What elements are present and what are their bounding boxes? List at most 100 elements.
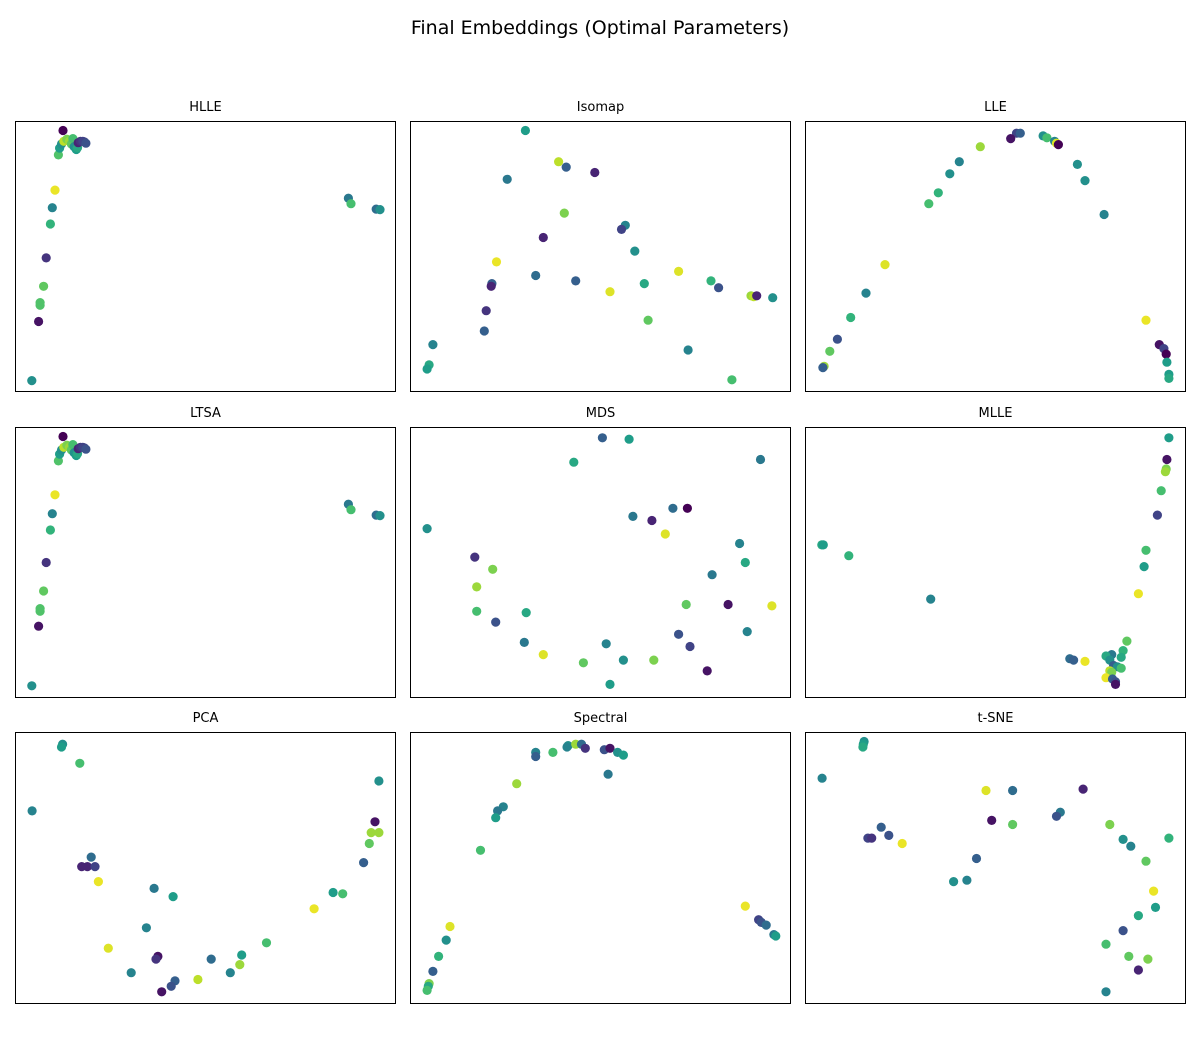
subplot-title: HLLE [189, 100, 222, 115]
scatter-point [761, 920, 771, 930]
scatter-point [1008, 819, 1018, 830]
scatter-point [707, 570, 717, 580]
scatter-point [206, 954, 216, 964]
scatter-point [58, 431, 68, 442]
scatter-point [752, 291, 762, 301]
scatter-point [309, 904, 319, 914]
scatter-point [647, 515, 657, 526]
scatter-point [1133, 965, 1143, 975]
scatter-point [768, 293, 778, 303]
subplot-hlle: HLLE [15, 100, 396, 392]
scatter-plot [817, 736, 1174, 997]
scatter-point [45, 525, 55, 535]
scatter-point [375, 511, 385, 521]
scatter-point [818, 363, 828, 373]
scatter-point [1162, 454, 1172, 465]
subplot-mlle: MLLE [805, 406, 1186, 698]
scatter-point [35, 298, 45, 308]
scatter-point [428, 966, 438, 976]
scatter-point [1051, 811, 1062, 821]
scatter-point [470, 552, 480, 562]
scatter-point [624, 434, 634, 444]
scatter-point [519, 637, 529, 647]
scatter-point [771, 931, 781, 941]
scatter-point [1161, 349, 1171, 359]
subplot-title: MLLE [978, 406, 1013, 421]
scatter-point [554, 157, 564, 167]
scatter-point [580, 743, 590, 753]
scatter-point [867, 833, 877, 843]
scatter-point [858, 742, 868, 752]
scatter-point [328, 887, 338, 898]
scatter-point [445, 921, 455, 932]
scatter-point [93, 877, 103, 887]
scatter-point [683, 345, 693, 355]
scatter-point [1118, 926, 1128, 936]
scatter-point [103, 943, 113, 953]
scatter-point [374, 828, 384, 838]
scatter-point [82, 862, 92, 872]
scatter-point [193, 974, 203, 985]
scatter-point [225, 968, 235, 978]
subplot-lle: LLE [805, 100, 1186, 392]
scatter-plot [27, 125, 385, 386]
scatter-point [1107, 667, 1117, 677]
scatter-point [364, 838, 374, 849]
scatter-point [472, 606, 482, 616]
scatter-point [740, 901, 750, 911]
scatter-point [618, 655, 628, 665]
scatter-point [876, 822, 886, 832]
scatter-point [1164, 373, 1174, 383]
scatter-point [491, 257, 502, 267]
scatter-point [643, 315, 653, 325]
scatter-point [56, 742, 67, 752]
scatter-point [50, 490, 60, 500]
scatter-point [649, 655, 659, 665]
scatter-point [235, 960, 245, 970]
scatter-point [767, 601, 777, 611]
scatter-point [727, 375, 737, 385]
scatter-point [491, 617, 501, 627]
scatter-point [481, 306, 491, 316]
scatter-point [884, 830, 894, 840]
scatter-point [945, 169, 955, 179]
scatter-point [559, 208, 569, 218]
scatter-point [1160, 467, 1170, 477]
scatter-point [590, 167, 600, 178]
scatter-point [359, 858, 369, 868]
subplot-title: Spectral [573, 711, 628, 726]
scatter-plot [422, 125, 778, 385]
scatter-point [605, 679, 615, 689]
scatter-point [601, 639, 611, 649]
scatter-point [561, 162, 571, 172]
scatter-point [531, 270, 541, 281]
scatter-point [366, 828, 376, 838]
scatter-point [521, 608, 531, 618]
scatter-point [50, 185, 60, 195]
scatter-point [58, 125, 68, 136]
scatter-plot [422, 739, 781, 995]
scatter-point [933, 188, 943, 198]
scatter-point [924, 199, 934, 209]
scatter-plot [422, 433, 777, 689]
scatter-point [491, 813, 501, 823]
scatter-point [987, 815, 997, 825]
scatter-point [27, 806, 37, 816]
subplot-spectral: Spectral [410, 711, 791, 1004]
scatter-point [954, 157, 964, 167]
scatter-point [1078, 784, 1088, 794]
scatter-point [548, 747, 558, 757]
scatter-point [1008, 785, 1018, 796]
scatter-point [374, 776, 384, 786]
axes-frame [805, 121, 1186, 392]
scatter-point [538, 232, 548, 243]
scatter-point [346, 505, 356, 515]
scatter-point [370, 817, 380, 827]
scatter-point [571, 276, 581, 286]
scatter-point [630, 246, 640, 256]
scatter-point [81, 444, 91, 454]
scatter-plot [817, 433, 1174, 689]
scatter-point [141, 923, 151, 933]
scatter-point [1042, 133, 1052, 143]
scatter-point [975, 142, 985, 152]
